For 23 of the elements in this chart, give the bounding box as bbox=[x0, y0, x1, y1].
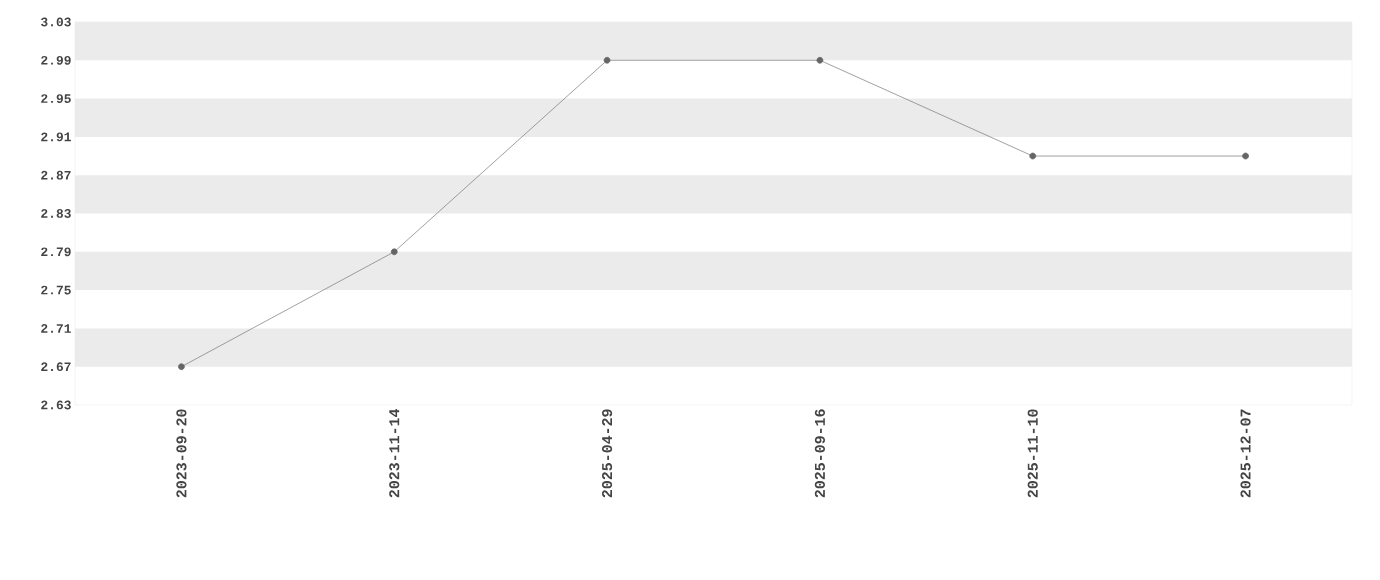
y-tick-label: 2.95 bbox=[41, 94, 71, 103]
x-tick-label: 2025-11-10 bbox=[1027, 409, 1038, 498]
y-tick-label: 2.87 bbox=[41, 170, 71, 180]
y-tick-label: 2.99 bbox=[41, 55, 71, 65]
point bbox=[816, 56, 824, 64]
point bbox=[390, 248, 398, 256]
x-tick-label: 2023-09-20 bbox=[176, 409, 187, 498]
y-tick-label: 2.63 bbox=[41, 400, 71, 410]
y-tick-label: 2.67 bbox=[41, 362, 71, 372]
x-tick-label: 2025-04-29 bbox=[602, 409, 613, 498]
y-tick-label: 2.79 bbox=[41, 247, 71, 257]
point bbox=[603, 56, 611, 64]
y-tick-label: 3.03 bbox=[41, 17, 71, 27]
x-tick-label: 2025-12-07 bbox=[1240, 409, 1251, 498]
point bbox=[178, 363, 185, 371]
y-tick-label: 2.75 bbox=[41, 285, 71, 295]
y-tick-label: 2.83 bbox=[41, 209, 71, 218]
point bbox=[1029, 152, 1037, 160]
x-tick-label: 2023-11-14 bbox=[389, 408, 400, 498]
x-tick-label: 2025-09-16 bbox=[814, 409, 825, 498]
y-tick-label: 2.91 bbox=[41, 132, 71, 142]
point bbox=[1242, 152, 1249, 160]
y-tick-label: 2.71 bbox=[41, 324, 71, 333]
